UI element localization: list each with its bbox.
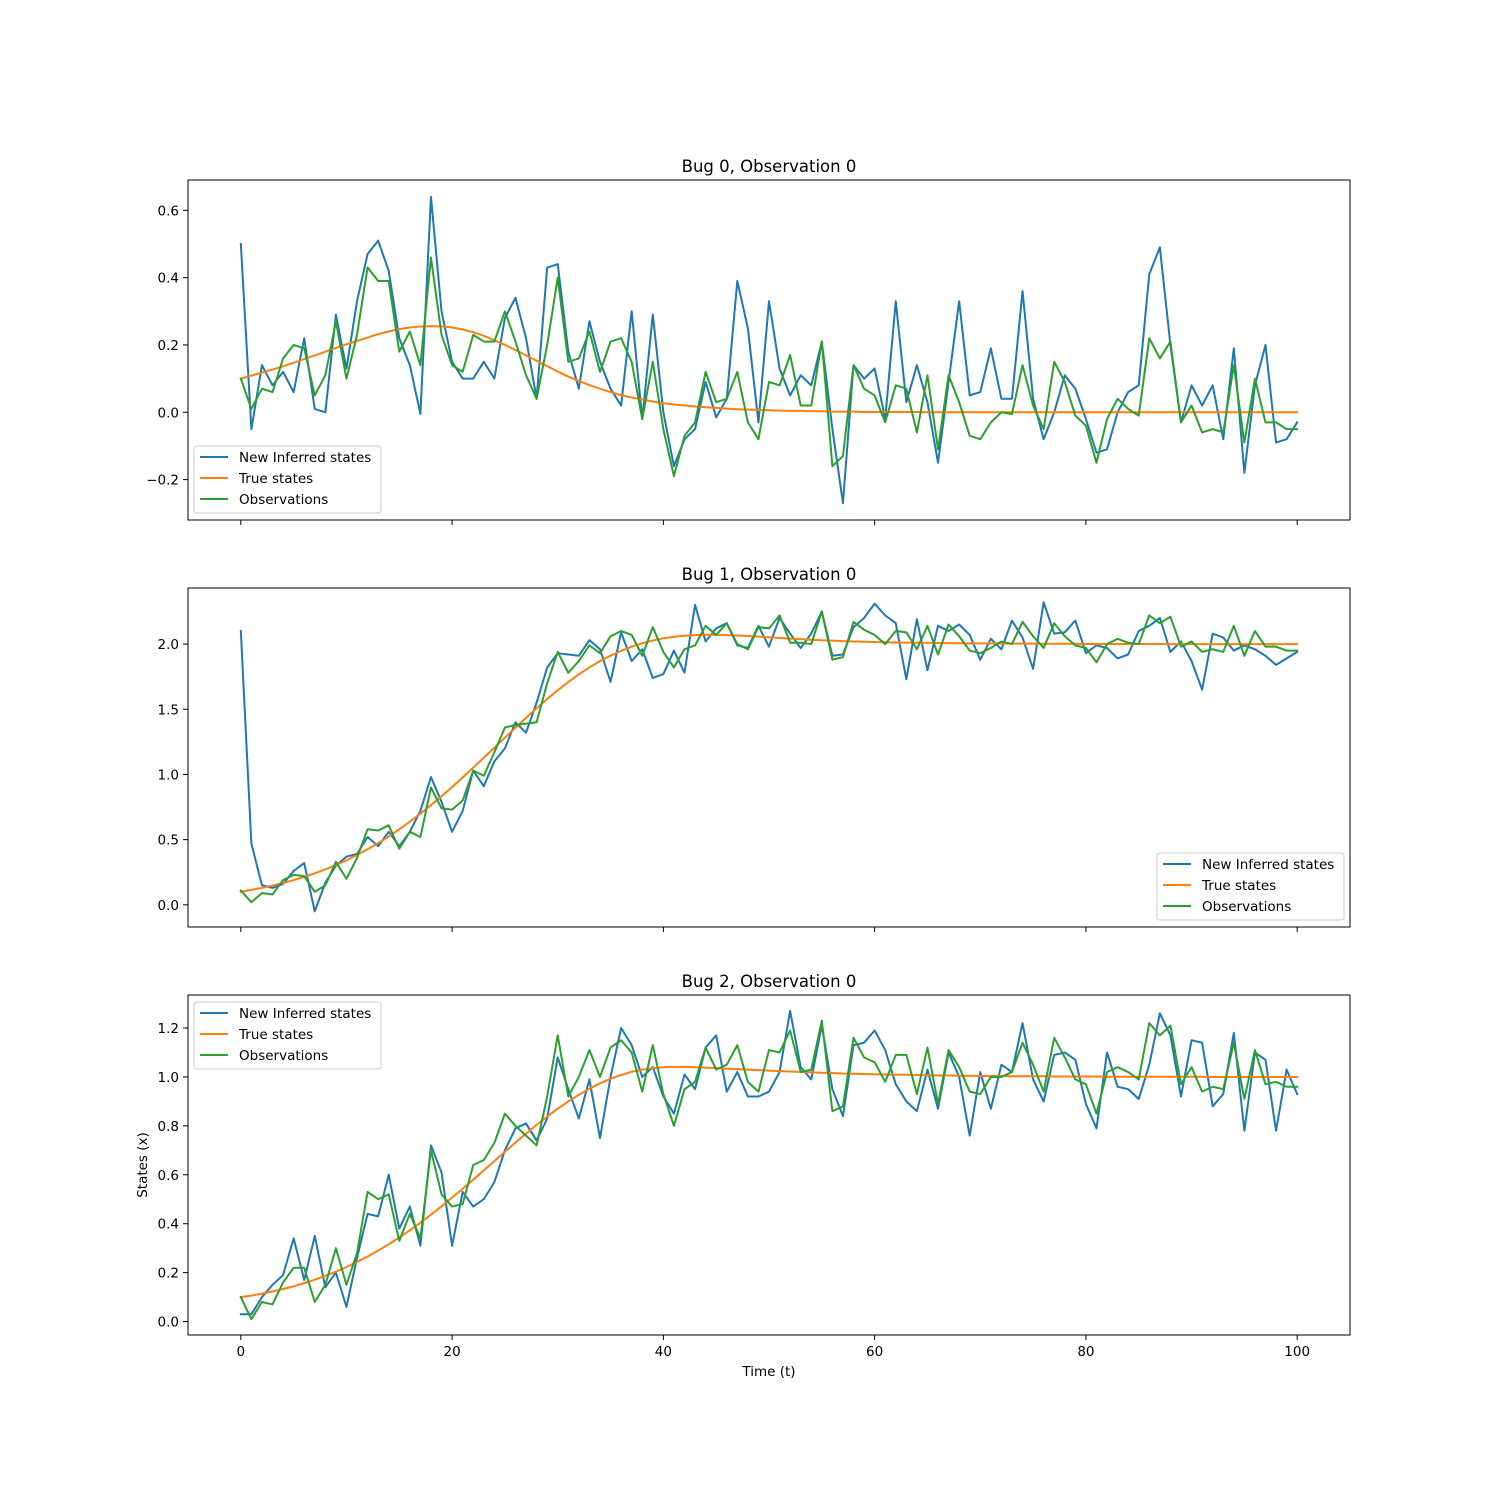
legend: New Inferred states True states Observatio… — [1156, 852, 1345, 921]
x-tick-label: 0 — [237, 1344, 246, 1360]
x-tick-label: 80 — [1077, 1344, 1094, 1360]
legend-label: Observations — [239, 1048, 328, 1064]
y-tick-label: 0.6 — [158, 203, 179, 219]
y-tick-label: 0.6 — [158, 1168, 179, 1184]
chart-title: Bug 0, Observation 0 — [682, 157, 857, 176]
x-axis-label: Time (t) — [741, 1364, 795, 1380]
legend-box — [193, 445, 382, 514]
series-line-observations — [239, 1019, 1299, 1321]
series-line-new-inferred-states — [239, 195, 1299, 505]
legend-label: True states — [238, 1027, 313, 1043]
x-tick-label: 40 — [655, 1344, 672, 1360]
series-line-observations — [239, 610, 1299, 904]
legend-label: True states — [238, 471, 313, 487]
chart-title: Bug 1, Observation 0 — [682, 565, 857, 584]
series-line-new-inferred-states — [239, 601, 1299, 913]
series-line-true-states — [239, 1065, 1299, 1299]
axes-frame — [187, 179, 1351, 521]
x-tick-label: 20 — [443, 1344, 460, 1360]
legend-box — [193, 1001, 382, 1070]
series-line-observations — [239, 256, 1299, 478]
axes-frame — [187, 994, 1351, 1336]
y-tick-label: 0.0 — [158, 405, 179, 421]
subplot-0: Bug 0, Observation 0 −0.2 0.0 0.2 0.4 0.6 New … — [146, 157, 1351, 525]
legend: New Inferred states True states Observatio… — [193, 445, 382, 514]
series-line-new-inferred-states — [239, 1009, 1299, 1316]
legend-label: Observations — [239, 492, 328, 508]
legend-label: New Inferred states — [239, 1006, 371, 1022]
chart-title: Bug 2, Observation 0 — [682, 972, 857, 991]
subplot-2: Bug 2, Observation 0 0 20 40 60 80 100 0.0 0.2 0.… — [135, 972, 1351, 1380]
subplot-1: Bug 1, Observation 0 0.0 0.5 1.0 1.5 2.0 New I… — [158, 565, 1351, 932]
y-tick-label: 0.4 — [158, 1217, 179, 1233]
axes-frame — [187, 587, 1351, 928]
x-tick-label: 60 — [866, 1344, 883, 1360]
y-tick-label: 0.2 — [158, 1266, 179, 1282]
legend-label: New Inferred states — [1202, 857, 1334, 873]
legend-label: True states — [1201, 878, 1276, 894]
x-tick-label: 100 — [1284, 1344, 1310, 1360]
y-tick-label: 1.5 — [158, 702, 179, 718]
y-tick-label: 1.0 — [158, 767, 179, 783]
y-axis-label: States (x) — [135, 1132, 151, 1198]
y-tick-label: 0.5 — [158, 833, 179, 849]
y-tick-label: 0.2 — [158, 338, 179, 354]
legend-label: New Inferred states — [239, 450, 371, 466]
y-tick-label: 1.2 — [158, 1021, 179, 1037]
series-line-true-states — [239, 633, 1299, 893]
legend-box — [1156, 852, 1345, 921]
y-tick-label: 0.4 — [158, 271, 179, 287]
y-tick-label: 1.0 — [158, 1070, 179, 1086]
legend-label: Observations — [1202, 899, 1291, 915]
y-tick-label: 0.0 — [158, 898, 179, 914]
y-tick-label: 2.0 — [158, 637, 179, 653]
y-tick-label: 0.8 — [158, 1119, 179, 1135]
series-line-true-states — [239, 325, 1299, 414]
y-tick-label: −0.2 — [146, 473, 179, 489]
legend: New Inferred states True states Observatio… — [193, 1001, 382, 1070]
y-tick-label: 0.0 — [158, 1315, 179, 1331]
